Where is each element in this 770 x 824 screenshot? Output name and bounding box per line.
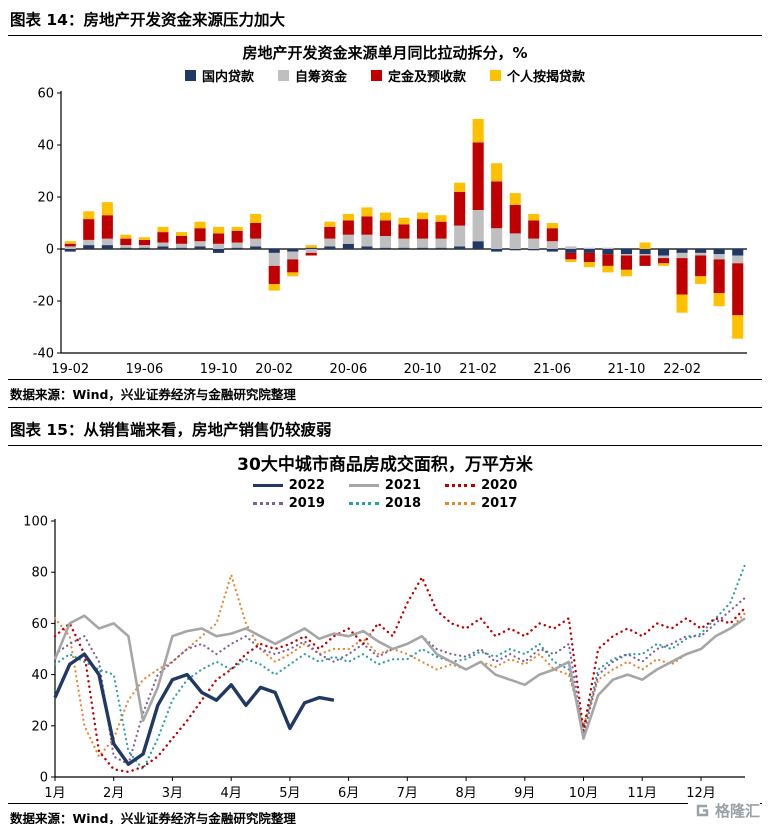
svg-text:21-06: 21-06 [533, 362, 571, 377]
legend-item-国内贷款: 国内贷款 [184, 66, 254, 85]
svg-text:2月: 2月 [103, 786, 124, 801]
legend-item-2019: 2019 [252, 496, 325, 511]
svg-text:20-06: 20-06 [330, 362, 368, 377]
svg-text:-40: -40 [33, 347, 54, 362]
legend-label: 2021 [384, 478, 422, 493]
legend-item-定金及预收款: 定金及预收款 [371, 66, 466, 85]
legend-swatch-icon [184, 70, 196, 81]
legend-label: 2019 [288, 496, 325, 511]
svg-text:22-02: 22-02 [663, 362, 701, 377]
svg-text:60: 60 [31, 617, 48, 632]
figure15-chart: 30大中城市商品房成交面积，万平方米 2022 2021 2020 2019 2018… [8, 450, 762, 803]
x-axis: 19-02 19-06 19-10 20-02 20-06 20-10 21-02 21-06… [51, 362, 701, 377]
svg-text:100: 100 [23, 515, 48, 530]
legend-item-2017: 2017 [445, 496, 517, 511]
line-series [53, 563, 747, 774]
svg-text:19-02: 19-02 [51, 362, 89, 377]
figure14-chart: 房地产开发资金来源单月同比拉动拆分，% 国内贷款 自筹资金 定金及预收款 个人按揭贷款… [8, 42, 762, 379]
line-chart-legend-row1: 2022 2021 2020 [8, 478, 762, 493]
legend-line-icon [252, 484, 283, 487]
svg-text:20: 20 [31, 719, 48, 734]
legend-label: 2020 [481, 478, 518, 493]
legend-label: 2018 [384, 496, 422, 511]
svg-text:4月: 4月 [221, 786, 242, 801]
figure14-header: 图表 14：房地产开发资金来源压力加大 [8, 4, 762, 36]
svg-text:6月: 6月 [338, 786, 359, 801]
legend-item-个人按揭贷款: 个人按揭贷款 [490, 66, 585, 85]
bar-series [64, 119, 744, 339]
svg-text:11月: 11月 [627, 786, 657, 801]
svg-text:10月: 10月 [569, 786, 599, 801]
svg-text:21-10: 21-10 [608, 362, 646, 377]
legend-line-icon [348, 484, 379, 487]
x-axis: 1月 2月 3月 4月 5月 6月 7月 8月 9月 10月 11月 12月 [44, 777, 716, 801]
bar-chart-title: 房地产开发资金来源单月同比拉动拆分，% [242, 44, 528, 62]
svg-text:80: 80 [31, 566, 48, 581]
bar-chart-legend: 国内贷款 自筹资金 定金及预收款 个人按揭贷款 [8, 66, 762, 85]
legend-line-icon [445, 502, 476, 505]
legend-label: 自筹资金 [294, 70, 347, 85]
figure14-source: 数据来源：Wind，兴业证券经济与金融研究院整理 [8, 379, 762, 408]
legend-swatch-icon [277, 70, 289, 81]
legend-item-2018: 2018 [348, 496, 422, 511]
legend-label: 个人按揭贷款 [507, 70, 586, 85]
svg-text:20: 20 [37, 191, 54, 206]
svg-text:12月: 12月 [686, 786, 716, 801]
svg-text:1月: 1月 [44, 786, 65, 801]
svg-text:3月: 3月 [162, 786, 183, 801]
gelonghui-logo-icon [696, 804, 709, 817]
figure15-source: 数据来源：Wind，兴业证券经济与金融研究院整理 [8, 803, 762, 824]
svg-text:7月: 7月 [397, 786, 418, 801]
legend-label: 定金及预收款 [388, 70, 467, 85]
svg-text:-20: -20 [33, 295, 54, 310]
y-axis: -40 -20 0 20 40 60 [33, 87, 747, 362]
svg-text:60: 60 [37, 87, 54, 102]
gelonghui-logo: 格隆汇 [687, 800, 760, 821]
legend-label: 2022 [288, 478, 325, 493]
legend-line-icon [445, 484, 476, 487]
svg-text:20-10: 20-10 [404, 362, 442, 377]
legend-line-icon [348, 502, 379, 505]
svg-text:40: 40 [37, 139, 54, 154]
svg-text:21-02: 21-02 [459, 362, 497, 377]
legend-swatch-icon [371, 70, 382, 81]
svg-text:5月: 5月 [279, 786, 300, 801]
legend-item-2022: 2022 [252, 478, 325, 493]
svg-text:8月: 8月 [455, 786, 476, 801]
gelonghui-logo-text: 格隆汇 [714, 802, 760, 820]
svg-text:0: 0 [40, 771, 48, 786]
line-chart-plot: 0 20 40 60 80 100 1月 2月 3月 4月 5月 6月 7月 8月 9月 10月 11月 12月 [23, 515, 747, 801]
figure15-header: 图表 15：从销售端来看，房地产销售仍较疲弱 [8, 414, 762, 446]
svg-text:20-02: 20-02 [255, 362, 293, 377]
svg-text:19-10: 19-10 [200, 362, 238, 377]
svg-text:40: 40 [31, 668, 48, 683]
line-chart-title: 30大中城市商品房成交面积，万平方米 [237, 455, 533, 475]
legend-line-icon [252, 502, 283, 505]
line-chart-legend-row2: 2019 2018 2017 [8, 496, 762, 511]
bar-chart-plot: -40 -20 0 20 40 60 19-02 19-06 19-10 20-02 20-06 20… [33, 87, 747, 377]
legend-item-2020: 2020 [445, 478, 517, 493]
legend-item-2021: 2021 [348, 478, 422, 493]
y-axis: 0 20 40 60 80 100 [23, 515, 745, 786]
legend-label: 国内贷款 [201, 70, 254, 85]
svg-text:9月: 9月 [514, 786, 535, 801]
legend-swatch-icon [490, 70, 502, 81]
legend-label: 2017 [481, 496, 518, 511]
svg-text:19-06: 19-06 [126, 362, 164, 377]
svg-text:0: 0 [46, 243, 54, 258]
legend-item-自筹资金: 自筹资金 [277, 66, 347, 85]
